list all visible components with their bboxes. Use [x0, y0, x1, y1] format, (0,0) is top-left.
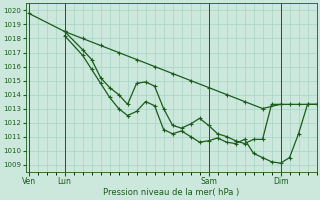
X-axis label: Pression niveau de la mer( hPa ): Pression niveau de la mer( hPa ): [103, 188, 239, 197]
